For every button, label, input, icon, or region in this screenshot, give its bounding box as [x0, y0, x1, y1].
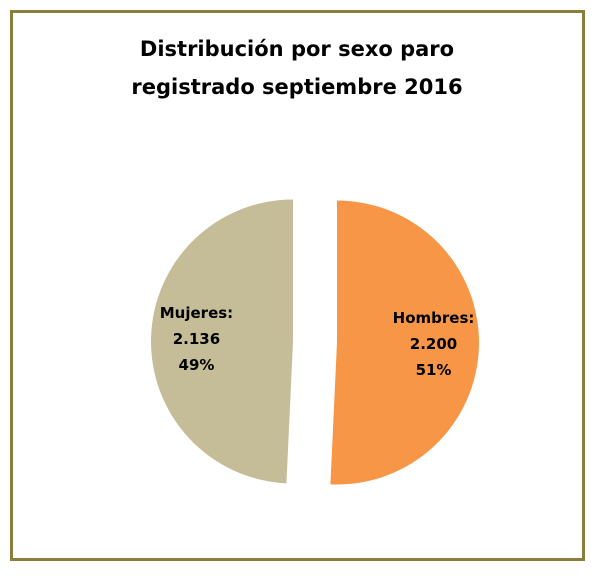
- data-label: 51%: [416, 361, 452, 379]
- chart-title: registrado septiembre 2016: [131, 75, 462, 99]
- pie-slice: [151, 199, 294, 484]
- pie-slice: [330, 200, 479, 485]
- data-label: 2.136: [173, 330, 220, 348]
- chart-frame: [10, 10, 585, 561]
- data-label: Hombres:: [393, 309, 475, 327]
- data-label: Mujeres:: [160, 304, 233, 322]
- chart-title: Distribución por sexo paro: [140, 37, 454, 61]
- data-label: 2.200: [410, 335, 457, 353]
- data-label: 49%: [179, 356, 215, 374]
